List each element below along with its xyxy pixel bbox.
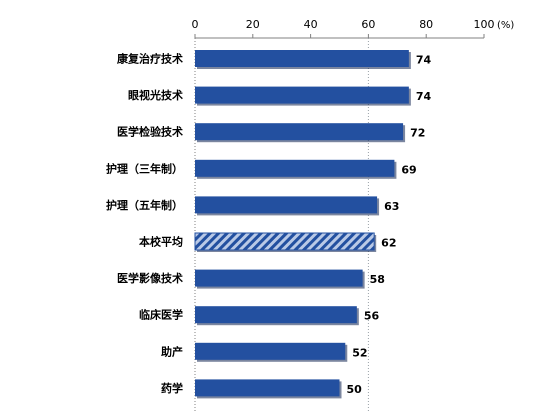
category-label: 临床医学 (139, 308, 183, 322)
bar (195, 269, 363, 287)
category-label: 医学检验技术 (117, 125, 183, 139)
category-label: 药学 (161, 381, 183, 395)
category-label: 本校平均 (139, 235, 183, 249)
category-label: 医学影像技术 (117, 271, 183, 285)
data-label: 74 (416, 90, 432, 103)
category-label: 护理（五年制） (106, 198, 183, 212)
x-unit-label: (%) (497, 20, 514, 31)
data-label: 56 (364, 310, 380, 323)
bar (195, 50, 409, 67)
bar-average (194, 232, 375, 251)
bars-layer (194, 50, 411, 399)
labels-layer: 康复治疗技术 74 眼视光技术 74 医学检验技术 72 护理（三年制） 69 护理（五年制） 6… (106, 52, 432, 396)
category-label: 康复治疗技术 (117, 52, 183, 66)
bar (195, 342, 346, 360)
data-label: 74 (416, 54, 432, 67)
bar (195, 379, 340, 397)
bar (195, 196, 378, 214)
data-label: 69 (401, 163, 416, 176)
data-label: 58 (370, 273, 385, 286)
bar (195, 306, 357, 324)
x-tick-label: 40 (304, 18, 318, 31)
x-tick-label: 0 (192, 18, 199, 31)
category-label: 护理（三年制） (106, 161, 183, 175)
x-tick-label: 100 (474, 18, 495, 31)
x-tick-label: 60 (361, 18, 375, 31)
bar (195, 159, 395, 177)
data-label: 72 (410, 127, 425, 140)
bar (195, 123, 404, 141)
data-label: 52 (352, 346, 367, 359)
category-label: 眼视光技术 (128, 88, 183, 102)
data-label: 63 (384, 200, 399, 213)
x-tick-label: 20 (246, 18, 260, 31)
bar (195, 86, 409, 104)
data-label: 50 (347, 383, 363, 396)
x-tick-label: 80 (419, 18, 433, 31)
data-label: 62 (381, 237, 396, 250)
category-label: 助产 (161, 344, 183, 358)
